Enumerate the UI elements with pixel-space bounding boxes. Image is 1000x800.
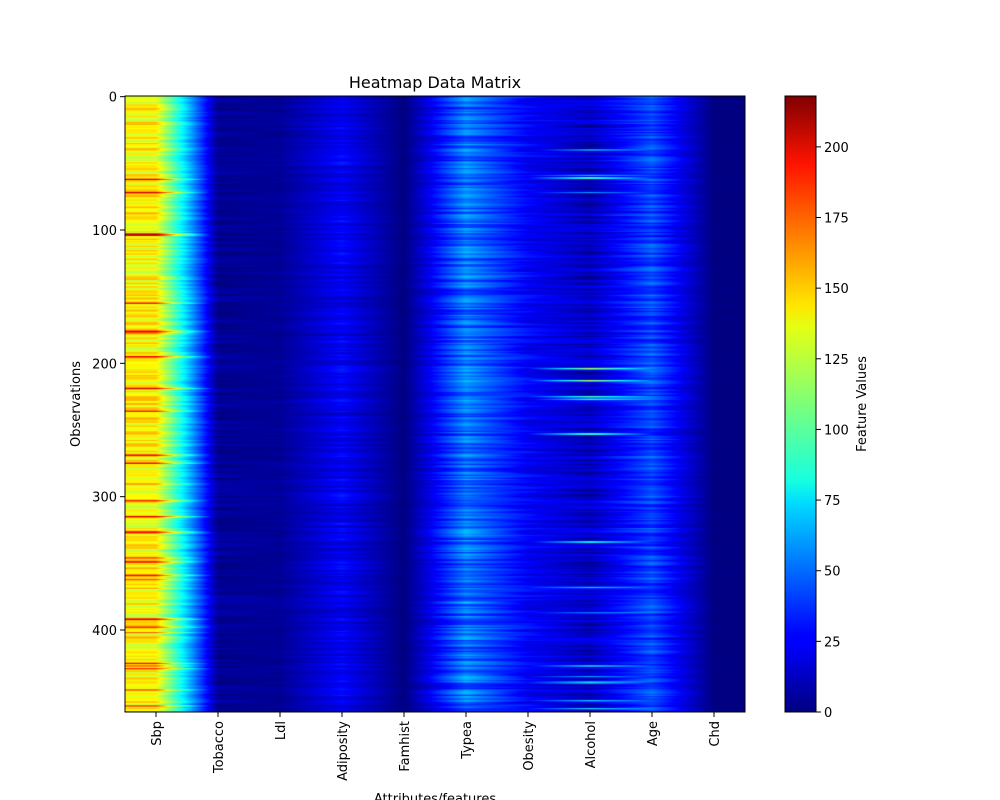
colorbar-tick-label: 50 (824, 565, 841, 580)
heatmap-image (125, 96, 745, 712)
x-axis-label: Attributes/features (374, 792, 496, 800)
colorbar-tick-label: 0 (824, 706, 832, 721)
colorbar-tick-label: 25 (824, 635, 841, 650)
y-axis: 0 100 200 300 400 (92, 91, 125, 639)
x-tick-label-adiposity: Adiposity (336, 721, 351, 781)
x-tick-label-alcohol: Alcohol (584, 721, 599, 768)
x-tick-label-tobacco: Tobacco (212, 721, 227, 774)
x-tick-label-famhist: Famhist (398, 721, 413, 772)
heatmap-image-container (125, 96, 745, 712)
x-tick-label-typea: Typea (460, 721, 475, 760)
x-tick-label-ldl: Ldl (274, 721, 289, 740)
colorbar-tick-label: 150 (824, 282, 849, 297)
x-tick-label-age: Age (646, 721, 661, 746)
plot-frame (124, 95, 746, 713)
colorbar: 0 25 50 75 100 125 150 175 200 Feature Values (784, 95, 870, 721)
x-tick-label-obesity: Obesity (522, 721, 537, 771)
heatmap-plot-area (124, 95, 746, 713)
x-axis: Sbp Tobacco Ldl Adiposity Famhist Typea Obesit… (150, 712, 723, 781)
colorbar-bar (784, 95, 817, 713)
x-tick-label-chd: Chd (708, 721, 723, 747)
colorbar-ticks: 0 25 50 75 100 125 150 175 200 (816, 141, 849, 721)
colorbar-label: Feature Values (855, 356, 870, 452)
y-axis-label: Observations (69, 361, 84, 447)
colorbar-tick-label: 100 (824, 423, 849, 438)
x-tick-label-sbp: Sbp (150, 721, 165, 746)
y-tick-label: 200 (92, 357, 117, 372)
colorbar-tick-label: 75 (824, 494, 841, 509)
colorbar-tick-label: 175 (824, 212, 849, 227)
chart-title: Heatmap Data Matrix (349, 73, 521, 92)
y-tick-label: 0 (109, 91, 117, 106)
colorbar-tick-label: 200 (824, 141, 849, 156)
y-tick-label: 100 (92, 224, 117, 239)
y-tick-label: 300 (92, 491, 117, 506)
y-tick-label: 400 (92, 624, 117, 639)
colorbar-tick-label: 125 (824, 353, 849, 368)
